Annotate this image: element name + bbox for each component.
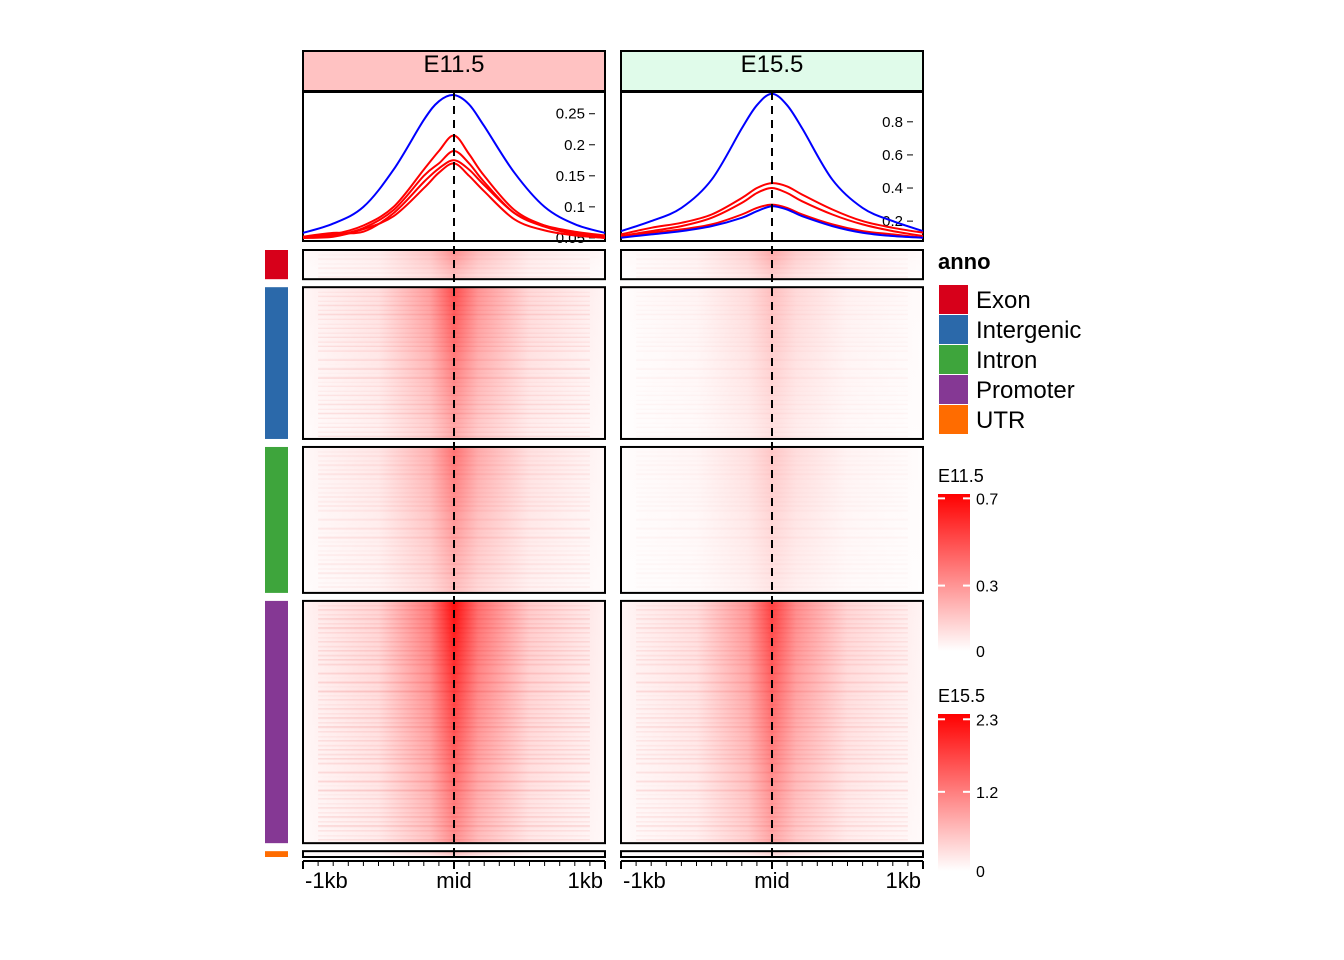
legend-label-exon: Exon <box>976 287 1031 314</box>
profile-line-intron <box>620 186 924 237</box>
legend-label-promoter: Promoter <box>976 377 1075 404</box>
anno-legend-title: anno <box>938 249 991 274</box>
x-tick-label: 1kb <box>568 868 603 893</box>
legend-swatch-exon <box>939 285 968 314</box>
legend-label-intron: Intron <box>976 347 1037 374</box>
anno-bar-intron <box>265 446 288 593</box>
anno-bar-exon <box>265 250 288 280</box>
colorbar-gradient <box>938 494 970 651</box>
x-tick-label: -1kb <box>305 868 348 893</box>
profile-ytick-label: 0.25 <box>556 106 585 123</box>
anno-bar-utr <box>265 851 288 857</box>
profile-ytick-label: 0.2 <box>564 137 585 154</box>
colorbar-e15: E15.5 2.3 1.2 0 <box>938 686 998 881</box>
panel-title-e11: E11.5 <box>424 51 485 78</box>
anno-bar-intergenic <box>265 287 288 439</box>
colorbar-tick-label: 0 <box>976 644 985 661</box>
x-tick-label: 1kb <box>886 868 921 893</box>
x-tick-label: -1kb <box>623 868 666 893</box>
colorbar-e11: E11.5 0.7 0.3 0 <box>938 466 998 661</box>
heatmap-block-frame <box>620 286 924 440</box>
x-tick-label: mid <box>754 868 789 893</box>
legend-label-utr: UTR <box>976 407 1025 434</box>
colorbar-tick-label: 0.3 <box>976 579 998 596</box>
panel-header-e11: E11.5 <box>302 50 606 92</box>
heatmap-e11 <box>302 92 606 865</box>
heatmap-block-frame <box>302 286 606 440</box>
anno-bar-promoter <box>265 600 288 844</box>
profile-ytick-label: 0.1 <box>564 199 585 216</box>
legend-label-intergenic: Intergenic <box>976 317 1081 344</box>
panel-title-e15: E15.5 <box>741 51 804 78</box>
heatmap-e15 <box>620 92 924 865</box>
colorbar-tick-label: 0.7 <box>976 491 998 508</box>
anno-legend: anno Exon Intergenic Intron Promoter UTR <box>938 249 1081 434</box>
colorbar-tick-label: 2.3 <box>976 712 998 729</box>
profile-ytick-label: 0.4 <box>882 180 903 197</box>
legend-swatch-intergenic <box>939 315 968 344</box>
panel-header-e15: E15.5 <box>620 50 924 92</box>
profile-ytick-label: 0.15 <box>556 168 585 185</box>
x-tick-label: mid <box>436 868 471 893</box>
legend-swatch-promoter <box>939 375 968 404</box>
legend-swatch-intron <box>939 345 968 374</box>
colorbar-e15-title: E15.5 <box>938 686 985 706</box>
colorbar-tick-label: 0 <box>976 864 985 881</box>
profile-line-exon <box>302 159 606 238</box>
colorbar-tick-label: 1.2 <box>976 785 998 802</box>
legend-swatch-utr <box>939 405 968 434</box>
profile-ytick-label: 0.8 <box>882 114 903 131</box>
colorbar-e11-title: E11.5 <box>938 466 984 486</box>
annotation-bar <box>265 250 288 857</box>
x-axis-e15: -1kb mid 1kb <box>620 860 924 893</box>
profile-ytick-label: 0.6 <box>882 147 903 164</box>
x-axis-e11: -1kb mid 1kb <box>302 860 606 893</box>
